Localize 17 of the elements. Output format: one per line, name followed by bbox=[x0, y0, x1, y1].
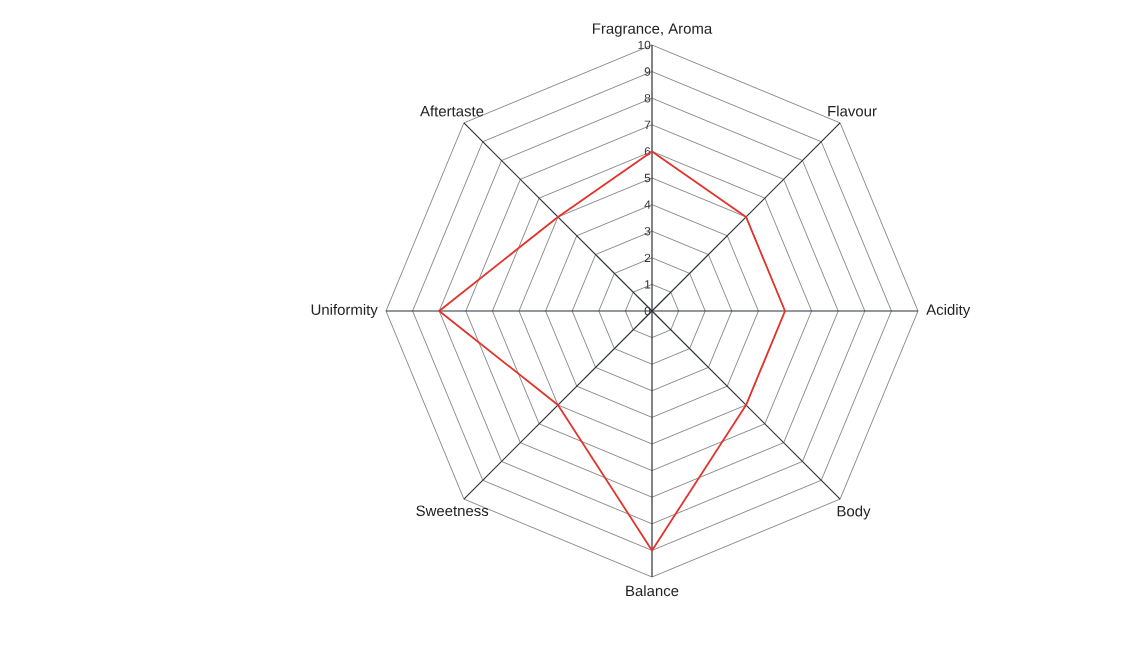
y-tick-label: 10 bbox=[638, 40, 651, 50]
spoke-label: Flavour bbox=[828, 105, 877, 117]
spoke-label: Sweetness bbox=[416, 505, 489, 517]
y-tick-label: 7 bbox=[644, 120, 651, 129]
y-tick-label: 4 bbox=[644, 200, 651, 209]
y-tick-label: 8 bbox=[644, 93, 651, 103]
spoke-label: Fragrance, Aroma bbox=[593, 23, 713, 37]
y-tick-label: 5 bbox=[644, 173, 651, 183]
y-tick-label: 1 bbox=[645, 280, 651, 289]
spoke-label: Balance bbox=[626, 585, 679, 597]
spoke-label: Body bbox=[837, 505, 871, 520]
spoke-label: Aftertaste bbox=[420, 105, 484, 117]
spoke-label: Acidity bbox=[926, 304, 971, 318]
y-tick-label: 3 bbox=[644, 226, 651, 236]
spoke-label: Uniformity bbox=[311, 304, 378, 318]
y-tick-label: 2 bbox=[644, 253, 651, 262]
y-tick-label: 9 bbox=[644, 67, 651, 76]
